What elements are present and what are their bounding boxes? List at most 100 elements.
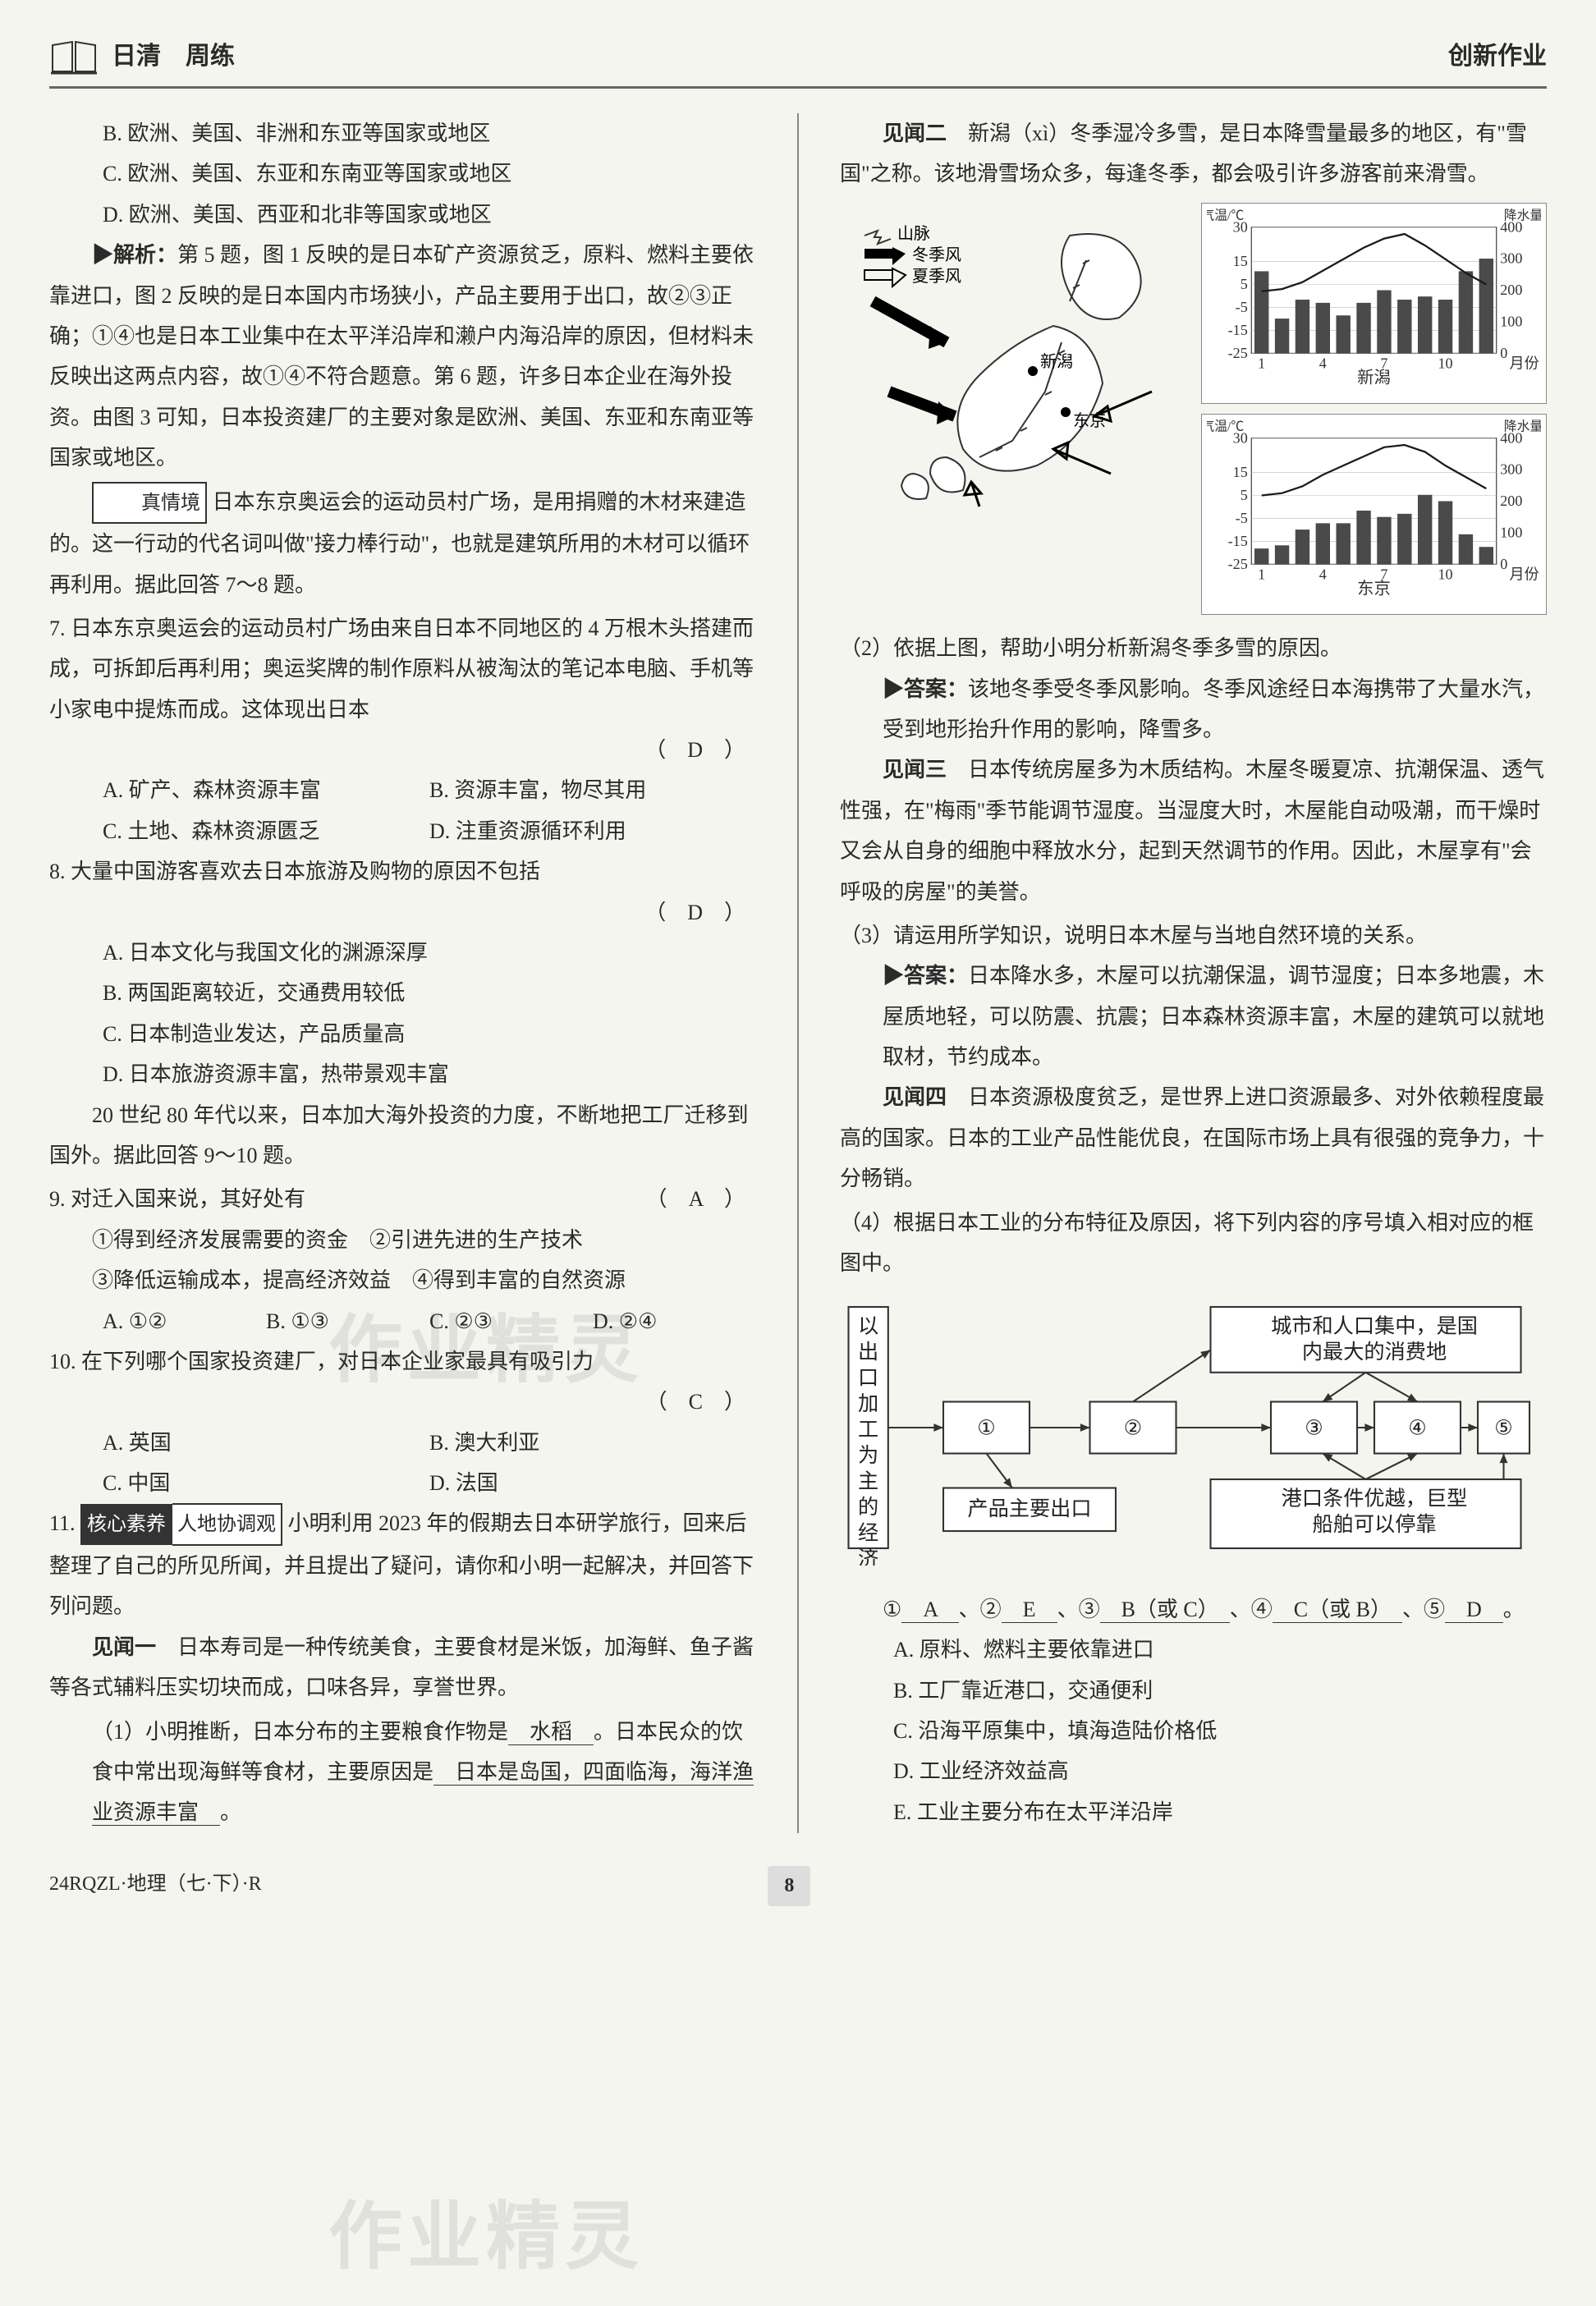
svg-text:-15: -15: [1228, 322, 1248, 338]
q7-opt-a: A. 矿产、森林资源丰富: [103, 770, 429, 810]
footer-left: 24RQZL·地理（七·下）·R: [49, 1866, 262, 1907]
svg-text:月份: 月份: [1510, 566, 1539, 582]
q11-tag1: 核心素养: [80, 1504, 172, 1545]
fill-1-label: ①: [883, 1598, 901, 1621]
q7-opt-d: D. 注重资源循环利用: [429, 811, 756, 851]
sub4-opt-c: C. 沿海平原集中，填海造陆价格低: [840, 1711, 1547, 1751]
svg-text:300: 300: [1500, 250, 1522, 266]
city-tokyo: 东京: [1073, 411, 1106, 430]
sub1-pre: （1）小明推断，日本分布的主要粮食作物是: [92, 1720, 508, 1744]
svg-text:降水量/毫米: 降水量/毫米: [1504, 419, 1541, 434]
q9-opt-c: C. ②③: [429, 1301, 593, 1341]
sub2-ans-lead: ▶答案：: [883, 676, 968, 701]
header-title-left: 日清 周练: [112, 33, 235, 80]
svg-text:经: 经: [858, 1522, 878, 1545]
svg-text:1: 1: [1258, 355, 1265, 371]
svg-text:-5: -5: [1236, 510, 1248, 526]
svg-text:0: 0: [1500, 345, 1507, 361]
q7-opt-b: B. 资源丰富，物尽其用: [429, 770, 756, 810]
fill-1-ans: A: [901, 1598, 958, 1623]
svg-text:0: 0: [1500, 556, 1507, 572]
svg-text:10: 10: [1438, 355, 1453, 371]
q11-tag2: 人地协调观: [172, 1503, 282, 1546]
svg-text:-5: -5: [1236, 299, 1248, 315]
header-title-right: 创新作业: [1448, 33, 1547, 80]
svg-text:加: 加: [858, 1392, 878, 1415]
svg-text:①: ①: [977, 1418, 996, 1440]
svg-text:-25: -25: [1228, 345, 1248, 361]
svg-text:④: ④: [1408, 1418, 1427, 1440]
q11-sub3-q: （3）请运用所学知识，说明日本木屋与当地自然环境的关系。: [840, 915, 1547, 956]
svg-text:100: 100: [1500, 525, 1522, 541]
chart-niigata: -25-15-551530010020030040014710月份气温/℃降水量…: [1201, 203, 1547, 404]
svg-text:降水量/毫米: 降水量/毫米: [1504, 209, 1541, 223]
climate-charts: -25-15-551530010020030040014710月份气温/℃降水量…: [1201, 203, 1547, 615]
japan-map: 山脉 冬季风 夏季风 新潟 东京: [840, 203, 1185, 528]
svg-text:内最大的消费地: 内最大的消费地: [1302, 1341, 1447, 1364]
svg-text:5: 5: [1241, 276, 1248, 292]
fill-2-ans: E: [1002, 1598, 1057, 1623]
q10-stem: 10. 在下列哪个国家投资建厂，对日本企业家最具有吸引力: [49, 1341, 756, 1382]
svg-text:港口条件优越，巨型: 港口条件优越，巨型: [1282, 1488, 1468, 1511]
left-column: B. 欧洲、美国、非洲和东亚等国家或地区 C. 欧洲、美国、东亚和东南亚等国家或…: [49, 113, 756, 1833]
map-and-charts: 山脉 冬季风 夏季风 新潟 东京 -25-15-5515300100200300…: [840, 203, 1547, 615]
fill-5-ans: D: [1445, 1598, 1503, 1623]
fill-4-label: 、④: [1230, 1598, 1273, 1621]
page-footer: 24RQZL·地理（七·下）·R 8: [49, 1866, 1547, 1907]
sub4-fill: ① A 、② E 、③ B（或 C） 、④ C（或 B） 、⑤ D 。: [840, 1589, 1547, 1630]
legend-summer: 夏季风: [912, 267, 961, 286]
q10-opt-b: B. 澳大利亚: [429, 1423, 756, 1463]
q11-sub3-ans: ▶答案：日本降水多，木屋可以抗潮保温，调节湿度；日本多地震，木屋质地轻，可以防震…: [840, 956, 1547, 1077]
q10-opt-a: A. 英国: [103, 1423, 429, 1463]
q9-line1: ①得到经济发展需要的资金 ②引进先进的生产技术: [49, 1220, 756, 1260]
svg-text:船舶可以停靠: 船舶可以停靠: [1312, 1513, 1436, 1536]
svg-text:为: 为: [858, 1444, 878, 1467]
q9-answer: （ A ）: [646, 1179, 756, 1219]
flow-diagram: 以出口加工为主的经济①②城市和人口集中，是国内最大的消费地③④⑤产品主要出口港口…: [840, 1290, 1547, 1579]
analysis-5-6: ▶解析：第 5 题，图 1 反映的是日本矿产资源贫乏，原料、燃料主要依靠进口，图…: [49, 235, 756, 478]
analysis-body: 第 5 题，图 1 反映的是日本矿产资源贫乏，原料、燃料主要依靠进口，图 2 反…: [49, 243, 754, 470]
q6-option-c: C. 欧洲、美国、东亚和东南亚等国家或地区: [49, 154, 756, 194]
page-header: 日清 周练 创新作业: [49, 33, 1547, 89]
jw4-lead: 见闻四: [883, 1084, 947, 1109]
legend-winter: 冬季风: [912, 245, 961, 264]
q7-opt-c: C. 土地、森林资源匮乏: [103, 811, 429, 851]
q6-option-d: D. 欧洲、美国、西亚和北非等国家或地区: [49, 195, 756, 235]
svg-text:10: 10: [1438, 566, 1453, 582]
svg-text:300: 300: [1500, 461, 1522, 478]
fill-3-label: 、③: [1057, 1598, 1100, 1621]
svg-text:4: 4: [1319, 566, 1327, 582]
q10: 10. 在下列哪个国家投资建厂，对日本企业家最具有吸引力 （ C ） A. 英国…: [49, 1341, 756, 1504]
q9-stem: 9. 对迁入国来说，其好处有: [49, 1179, 646, 1219]
svg-text:工: 工: [858, 1419, 878, 1442]
svg-text:口: 口: [858, 1368, 878, 1390]
q6-option-b: B. 欧洲、美国、非洲和东亚等国家或地区: [49, 113, 756, 154]
q8-stem: 8. 大量中国游客喜欢去日本旅游及购物的原因不包括: [49, 851, 756, 892]
q10-opt-c: C. 中国: [103, 1463, 429, 1503]
q8-opt-d: D. 日本旅游资源丰富，热带景观丰富: [49, 1054, 756, 1094]
q9: 9. 对迁入国来说，其好处有 （ A ） ①得到经济发展需要的资金 ②引进先进的…: [49, 1179, 756, 1341]
svg-text:③: ③: [1305, 1418, 1323, 1440]
sub1-end: 。: [220, 1800, 241, 1824]
svg-text:15: 15: [1233, 253, 1248, 269]
column-divider: [797, 113, 799, 1833]
jw2-lead: 见闻二: [883, 121, 947, 145]
q8-opt-a: A. 日本文化与我国文化的渊源深厚: [49, 933, 756, 973]
svg-text:济: 济: [858, 1547, 878, 1566]
svg-text:②: ②: [1124, 1418, 1143, 1440]
q9-opt-d: D. ②④: [593, 1301, 756, 1341]
sub3-ans-body: 日本降水多，木屋可以抗潮保温，调节湿度；日本多地震，木屋质地轻，可以防震、抗震；…: [883, 964, 1544, 1069]
svg-text:的: 的: [858, 1496, 878, 1519]
svg-text:气温/℃: 气温/℃: [1207, 209, 1244, 223]
svg-text:15: 15: [1233, 464, 1248, 480]
situation-tag: 真情境: [92, 482, 207, 525]
q7: 7. 日本东京奥运会的运动员村广场由来自日本不同地区的 4 万根木头搭建而成，可…: [49, 608, 756, 851]
fill-2-label: 、②: [959, 1598, 1002, 1621]
q7-stem: 7. 日本东京奥运会的运动员村广场由来自日本不同地区的 4 万根木头搭建而成，可…: [49, 608, 756, 730]
situation-block: 真情境 日本东京奥运会的运动员村广场，是用捐赠的木材来建造的。这一行动的代名词叫…: [49, 482, 756, 605]
svg-text:-25: -25: [1228, 556, 1248, 572]
svg-text:气温/℃: 气温/℃: [1207, 419, 1244, 434]
q8-answer: （ D ）: [644, 892, 756, 933]
sub4-opt-b: B. 工厂靠近港口，交通便利: [840, 1671, 1547, 1711]
svg-text:月份: 月份: [1510, 355, 1539, 371]
